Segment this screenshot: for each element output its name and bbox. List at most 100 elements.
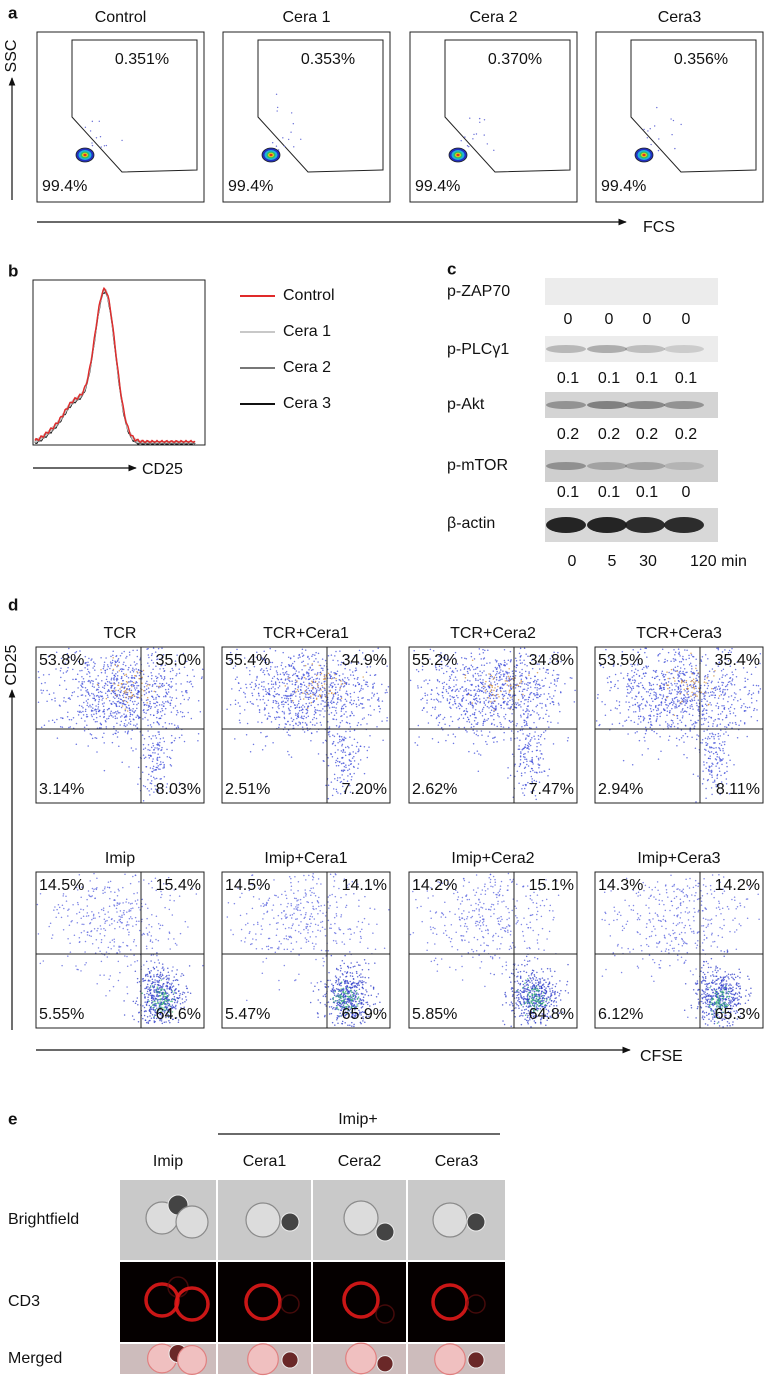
event-dot <box>117 658 120 660</box>
event-dot <box>65 688 68 691</box>
scatter-plot <box>36 31 205 203</box>
plot-title: Cera 1 <box>282 9 330 26</box>
event-dot <box>325 696 327 698</box>
event-dot <box>704 719 706 721</box>
event-dot <box>494 666 497 669</box>
event-dot <box>721 651 724 653</box>
event-dot <box>251 681 253 684</box>
event-dot <box>291 662 294 665</box>
event-dot <box>324 689 326 692</box>
event-dot <box>633 681 636 684</box>
event-dot <box>278 726 280 729</box>
event-dot <box>75 743 78 745</box>
event-dot <box>527 709 529 711</box>
event-dot <box>442 718 444 720</box>
event-dot <box>759 688 762 690</box>
event-dot <box>502 675 505 677</box>
event-dot <box>131 917 133 920</box>
event-dot <box>735 675 738 678</box>
event-dot <box>40 726 43 728</box>
event-dot <box>655 669 658 672</box>
event-dot <box>684 649 686 651</box>
event-dot <box>167 938 170 940</box>
event-dot <box>525 758 528 760</box>
event-dot <box>474 668 477 670</box>
event-dot <box>306 693 309 695</box>
event-dot <box>488 695 491 698</box>
event-dot <box>615 700 618 702</box>
event-dot <box>694 747 697 750</box>
event-dot <box>302 717 305 720</box>
event-dot <box>720 792 722 794</box>
event-dot <box>689 662 692 664</box>
event-dot <box>677 688 680 691</box>
event-dot <box>236 648 238 651</box>
event-dot <box>477 688 480 691</box>
event-dot <box>287 678 289 680</box>
event-dot <box>496 725 498 728</box>
event-dot <box>684 701 686 703</box>
event-dot <box>111 939 114 941</box>
event-dot <box>258 694 260 697</box>
event-dot <box>157 768 160 770</box>
event-dot <box>138 981 141 983</box>
event-dot <box>80 684 82 686</box>
event-dot <box>537 757 540 760</box>
event-dot <box>271 706 274 709</box>
event-dot <box>713 780 716 783</box>
event-dot <box>283 717 286 720</box>
event-dot <box>98 120 100 122</box>
event-dot <box>113 702 116 704</box>
event-dot <box>686 671 688 673</box>
event-dot <box>472 729 474 731</box>
event-dot <box>746 671 748 673</box>
event-dot <box>719 749 722 752</box>
event-dot <box>656 715 658 718</box>
event-dot <box>341 705 344 707</box>
event-dot <box>481 690 484 692</box>
event-dot <box>349 753 352 756</box>
event-dot <box>527 746 529 749</box>
event-dot <box>527 681 529 684</box>
event-dot <box>147 662 149 664</box>
event-dot <box>734 668 737 671</box>
event-dot <box>149 713 152 716</box>
event-dot <box>293 146 295 148</box>
event-dot <box>633 671 636 674</box>
event-dot <box>679 670 682 672</box>
event-dot <box>290 756 293 758</box>
event-dot <box>634 710 637 713</box>
event-dot <box>237 682 240 684</box>
event-dot <box>442 672 445 675</box>
event-dot <box>692 671 695 674</box>
event-dot <box>553 683 556 686</box>
event-dot <box>163 776 166 778</box>
event-dot <box>721 763 723 766</box>
event-dot <box>722 674 724 676</box>
event-dot <box>83 730 86 732</box>
event-dot <box>726 770 728 773</box>
event-dot <box>275 670 278 672</box>
event-dot <box>311 681 314 684</box>
event-dot <box>78 873 81 876</box>
event-dot <box>262 695 265 697</box>
event-dot <box>715 765 717 767</box>
event-dot <box>707 721 710 723</box>
event-dot <box>653 691 655 693</box>
event-dot <box>156 720 158 723</box>
event-dot <box>62 893 65 895</box>
event-dot <box>614 707 617 709</box>
event-dot <box>150 926 153 928</box>
event-dot <box>713 737 715 740</box>
event-dot <box>361 707 364 709</box>
event-dot <box>511 678 514 680</box>
event-dot <box>448 724 451 727</box>
event-dot <box>471 659 474 661</box>
event-dot <box>147 683 149 686</box>
event-dot <box>508 677 511 679</box>
event-dot <box>264 714 266 716</box>
event-dot <box>135 945 137 947</box>
event-dot <box>706 677 708 679</box>
event-dot <box>506 671 509 674</box>
event-dot <box>650 697 653 700</box>
